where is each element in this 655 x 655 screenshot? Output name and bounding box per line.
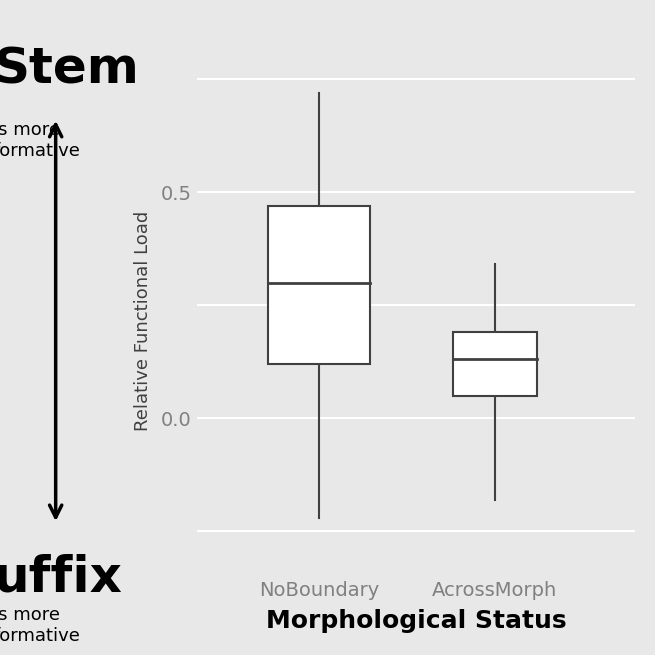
Bar xyxy=(453,332,537,396)
Text: uffix: uffix xyxy=(0,553,122,601)
X-axis label: Morphological Status: Morphological Status xyxy=(266,608,566,633)
Text: is more
formative: is more formative xyxy=(0,606,81,645)
Text: Stem: Stem xyxy=(0,46,140,94)
Text: is more
formative: is more formative xyxy=(0,121,81,160)
Bar xyxy=(269,206,370,364)
Y-axis label: Relative Functional Load: Relative Functional Load xyxy=(134,211,153,431)
